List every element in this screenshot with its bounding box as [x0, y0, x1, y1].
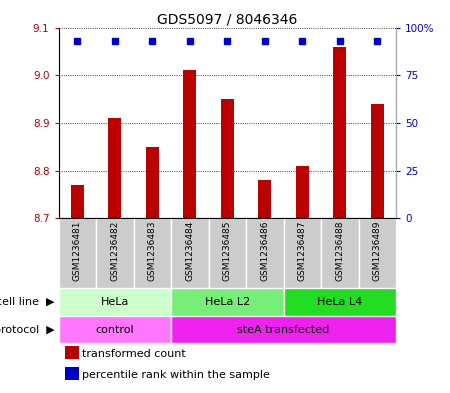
- Text: cell line  ▶: cell line ▶: [0, 297, 55, 307]
- Bar: [359, 219, 396, 288]
- Text: HeLa L4: HeLa L4: [317, 297, 362, 307]
- Text: steA transfected: steA transfected: [238, 325, 329, 334]
- Bar: [296, 166, 309, 219]
- Bar: [65, 346, 79, 359]
- Bar: [208, 219, 246, 288]
- Bar: [220, 99, 234, 219]
- Text: GSM1236489: GSM1236489: [373, 220, 382, 281]
- Bar: [284, 219, 321, 288]
- Text: GSM1236488: GSM1236488: [335, 220, 344, 281]
- Text: GSM1236482: GSM1236482: [110, 220, 119, 281]
- Text: GSM1236485: GSM1236485: [223, 220, 232, 281]
- Text: percentile rank within the sample: percentile rank within the sample: [82, 370, 270, 380]
- Bar: [58, 316, 171, 343]
- Bar: [321, 219, 359, 288]
- Bar: [58, 219, 96, 288]
- Bar: [171, 316, 396, 343]
- Bar: [183, 70, 196, 219]
- Bar: [171, 219, 208, 288]
- Text: transformed count: transformed count: [82, 349, 186, 359]
- Text: protocol  ▶: protocol ▶: [0, 325, 55, 334]
- Text: GSM1236486: GSM1236486: [260, 220, 269, 281]
- Bar: [246, 219, 284, 288]
- Bar: [71, 185, 84, 219]
- Text: control: control: [95, 325, 134, 334]
- Text: GSM1236487: GSM1236487: [298, 220, 307, 281]
- Bar: [284, 288, 396, 316]
- Bar: [108, 118, 122, 219]
- Bar: [333, 47, 346, 219]
- Text: GSM1236483: GSM1236483: [148, 220, 157, 281]
- Bar: [65, 367, 79, 380]
- Text: GSM1236481: GSM1236481: [73, 220, 82, 281]
- Text: HeLa L2: HeLa L2: [205, 297, 250, 307]
- Bar: [96, 219, 134, 288]
- Bar: [134, 219, 171, 288]
- Bar: [371, 104, 384, 219]
- Text: GSM1236484: GSM1236484: [185, 220, 194, 281]
- Title: GDS5097 / 8046346: GDS5097 / 8046346: [157, 12, 297, 26]
- Bar: [58, 288, 171, 316]
- Text: HeLa: HeLa: [100, 297, 129, 307]
- Bar: [171, 288, 284, 316]
- Bar: [146, 147, 159, 219]
- Bar: [258, 180, 271, 219]
